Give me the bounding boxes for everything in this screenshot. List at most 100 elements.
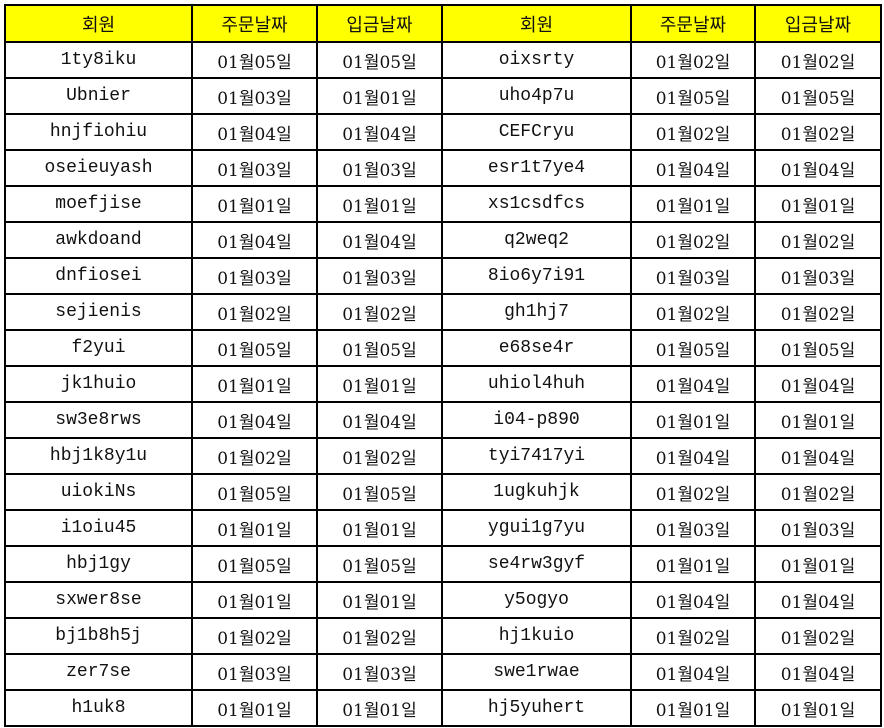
member-cell[interactable]: Ubnier bbox=[4, 77, 193, 115]
member-cell[interactable]: ygui1g7yu bbox=[441, 509, 632, 547]
member-cell[interactable]: hj1kuio bbox=[441, 617, 632, 655]
member-cell[interactable]: 1ugkuhjk bbox=[441, 473, 632, 511]
payment-date-cell[interactable]: 01월04일 bbox=[754, 437, 882, 475]
payment-date-cell[interactable]: 01월02일 bbox=[316, 293, 443, 331]
order-date-cell[interactable]: 01월05일 bbox=[191, 41, 318, 79]
member-cell[interactable]: sxwer8se bbox=[4, 581, 193, 619]
payment-date-cell[interactable]: 01월02일 bbox=[754, 113, 882, 151]
payment-date-cell[interactable]: 01월04일 bbox=[754, 653, 882, 691]
header-member[interactable]: 회원 bbox=[4, 4, 193, 43]
member-cell[interactable]: uhiol4huh bbox=[441, 365, 632, 403]
order-date-cell[interactable]: 01월02일 bbox=[630, 221, 756, 259]
member-cell[interactable]: 8io6y7i91 bbox=[441, 257, 632, 295]
order-date-cell[interactable]: 01월05일 bbox=[630, 77, 756, 115]
payment-date-cell[interactable]: 01월03일 bbox=[316, 149, 443, 187]
order-date-cell[interactable]: 01월03일 bbox=[191, 77, 318, 115]
member-cell[interactable]: hbj1gy bbox=[4, 545, 193, 583]
payment-date-cell[interactable]: 01월02일 bbox=[316, 617, 443, 655]
order-date-cell[interactable]: 01월01일 bbox=[191, 509, 318, 547]
member-cell[interactable]: hbj1k8y1u bbox=[4, 437, 193, 475]
payment-date-cell[interactable]: 01월01일 bbox=[316, 581, 443, 619]
payment-date-cell[interactable]: 01월01일 bbox=[754, 401, 882, 439]
order-date-cell[interactable]: 01월01일 bbox=[630, 185, 756, 223]
order-date-cell[interactable]: 01월01일 bbox=[191, 689, 318, 727]
payment-date-cell[interactable]: 01월05일 bbox=[316, 473, 443, 511]
member-cell[interactable]: y5ogyo bbox=[441, 581, 632, 619]
order-date-cell[interactable]: 01월04일 bbox=[630, 653, 756, 691]
payment-date-cell[interactable]: 01월02일 bbox=[754, 293, 882, 331]
order-date-cell[interactable]: 01월02일 bbox=[630, 473, 756, 511]
header-payment-date[interactable]: 입금날짜 bbox=[316, 4, 443, 43]
order-date-cell[interactable]: 01월04일 bbox=[191, 113, 318, 151]
order-date-cell[interactable]: 01월02일 bbox=[630, 41, 756, 79]
payment-date-cell[interactable]: 01월01일 bbox=[754, 545, 882, 583]
member-cell[interactable]: e68se4r bbox=[441, 329, 632, 367]
payment-date-cell[interactable]: 01월01일 bbox=[316, 77, 443, 115]
member-cell[interactable]: se4rw3gyf bbox=[441, 545, 632, 583]
order-date-cell[interactable]: 01월01일 bbox=[630, 689, 756, 727]
order-date-cell[interactable]: 01월04일 bbox=[630, 581, 756, 619]
order-date-cell[interactable]: 01월02일 bbox=[191, 437, 318, 475]
order-date-cell[interactable]: 01월03일 bbox=[630, 257, 756, 295]
header-payment-date[interactable]: 입금날짜 bbox=[754, 4, 882, 43]
payment-date-cell[interactable]: 01월05일 bbox=[316, 41, 443, 79]
order-date-cell[interactable]: 01월01일 bbox=[630, 545, 756, 583]
member-cell[interactable]: sejienis bbox=[4, 293, 193, 331]
order-date-cell[interactable]: 01월04일 bbox=[630, 365, 756, 403]
payment-date-cell[interactable]: 01월04일 bbox=[754, 365, 882, 403]
member-cell[interactable]: sw3e8rws bbox=[4, 401, 193, 439]
member-cell[interactable]: uiokiNs bbox=[4, 473, 193, 511]
order-date-cell[interactable]: 01월04일 bbox=[630, 149, 756, 187]
order-date-cell[interactable]: 01월02일 bbox=[630, 617, 756, 655]
order-date-cell[interactable]: 01월04일 bbox=[191, 401, 318, 439]
payment-date-cell[interactable]: 01월04일 bbox=[754, 581, 882, 619]
payment-date-cell[interactable]: 01월01일 bbox=[316, 185, 443, 223]
member-cell[interactable]: tyi7417yi bbox=[441, 437, 632, 475]
payment-date-cell[interactable]: 01월03일 bbox=[316, 653, 443, 691]
payment-date-cell[interactable]: 01월03일 bbox=[754, 509, 882, 547]
member-cell[interactable]: CEFCryu bbox=[441, 113, 632, 151]
order-date-cell[interactable]: 01월05일 bbox=[630, 329, 756, 367]
payment-date-cell[interactable]: 01월04일 bbox=[316, 113, 443, 151]
order-date-cell[interactable]: 01월02일 bbox=[191, 617, 318, 655]
member-cell[interactable]: oixsrty bbox=[441, 41, 632, 79]
member-cell[interactable]: dnfiosei bbox=[4, 257, 193, 295]
order-date-cell[interactable]: 01월03일 bbox=[630, 509, 756, 547]
payment-date-cell[interactable]: 01월05일 bbox=[754, 77, 882, 115]
payment-date-cell[interactable]: 01월01일 bbox=[316, 689, 443, 727]
payment-date-cell[interactable]: 01월04일 bbox=[754, 149, 882, 187]
member-cell[interactable]: swe1rwae bbox=[441, 653, 632, 691]
member-cell[interactable]: uho4p7u bbox=[441, 77, 632, 115]
payment-date-cell[interactable]: 01월03일 bbox=[754, 257, 882, 295]
order-date-cell[interactable]: 01월01일 bbox=[191, 581, 318, 619]
member-cell[interactable]: bj1b8h5j bbox=[4, 617, 193, 655]
order-date-cell[interactable]: 01월03일 bbox=[191, 257, 318, 295]
order-date-cell[interactable]: 01월02일 bbox=[630, 293, 756, 331]
payment-date-cell[interactable]: 01월01일 bbox=[316, 365, 443, 403]
payment-date-cell[interactable]: 01월05일 bbox=[754, 329, 882, 367]
member-cell[interactable]: esr1t7ye4 bbox=[441, 149, 632, 187]
member-cell[interactable]: gh1hj7 bbox=[441, 293, 632, 331]
payment-date-cell[interactable]: 01월02일 bbox=[754, 221, 882, 259]
payment-date-cell[interactable]: 01월01일 bbox=[316, 509, 443, 547]
order-date-cell[interactable]: 01월05일 bbox=[191, 329, 318, 367]
order-date-cell[interactable]: 01월02일 bbox=[630, 113, 756, 151]
payment-date-cell[interactable]: 01월03일 bbox=[316, 257, 443, 295]
header-order-date[interactable]: 주문날짜 bbox=[191, 4, 318, 43]
payment-date-cell[interactable]: 01월05일 bbox=[316, 545, 443, 583]
order-date-cell[interactable]: 01월03일 bbox=[191, 653, 318, 691]
member-cell[interactable]: i1oiu45 bbox=[4, 509, 193, 547]
payment-date-cell[interactable]: 01월01일 bbox=[754, 689, 882, 727]
payment-date-cell[interactable]: 01월04일 bbox=[316, 401, 443, 439]
member-cell[interactable]: i04-p890 bbox=[441, 401, 632, 439]
member-cell[interactable]: awkdoand bbox=[4, 221, 193, 259]
member-cell[interactable]: hj5yuhert bbox=[441, 689, 632, 727]
order-date-cell[interactable]: 01월02일 bbox=[191, 293, 318, 331]
order-date-cell[interactable]: 01월04일 bbox=[630, 437, 756, 475]
order-date-cell[interactable]: 01월03일 bbox=[191, 149, 318, 187]
payment-date-cell[interactable]: 01월04일 bbox=[316, 221, 443, 259]
header-order-date[interactable]: 주문날짜 bbox=[630, 4, 756, 43]
order-date-cell[interactable]: 01월05일 bbox=[191, 545, 318, 583]
payment-date-cell[interactable]: 01월02일 bbox=[754, 473, 882, 511]
order-date-cell[interactable]: 01월01일 bbox=[191, 185, 318, 223]
